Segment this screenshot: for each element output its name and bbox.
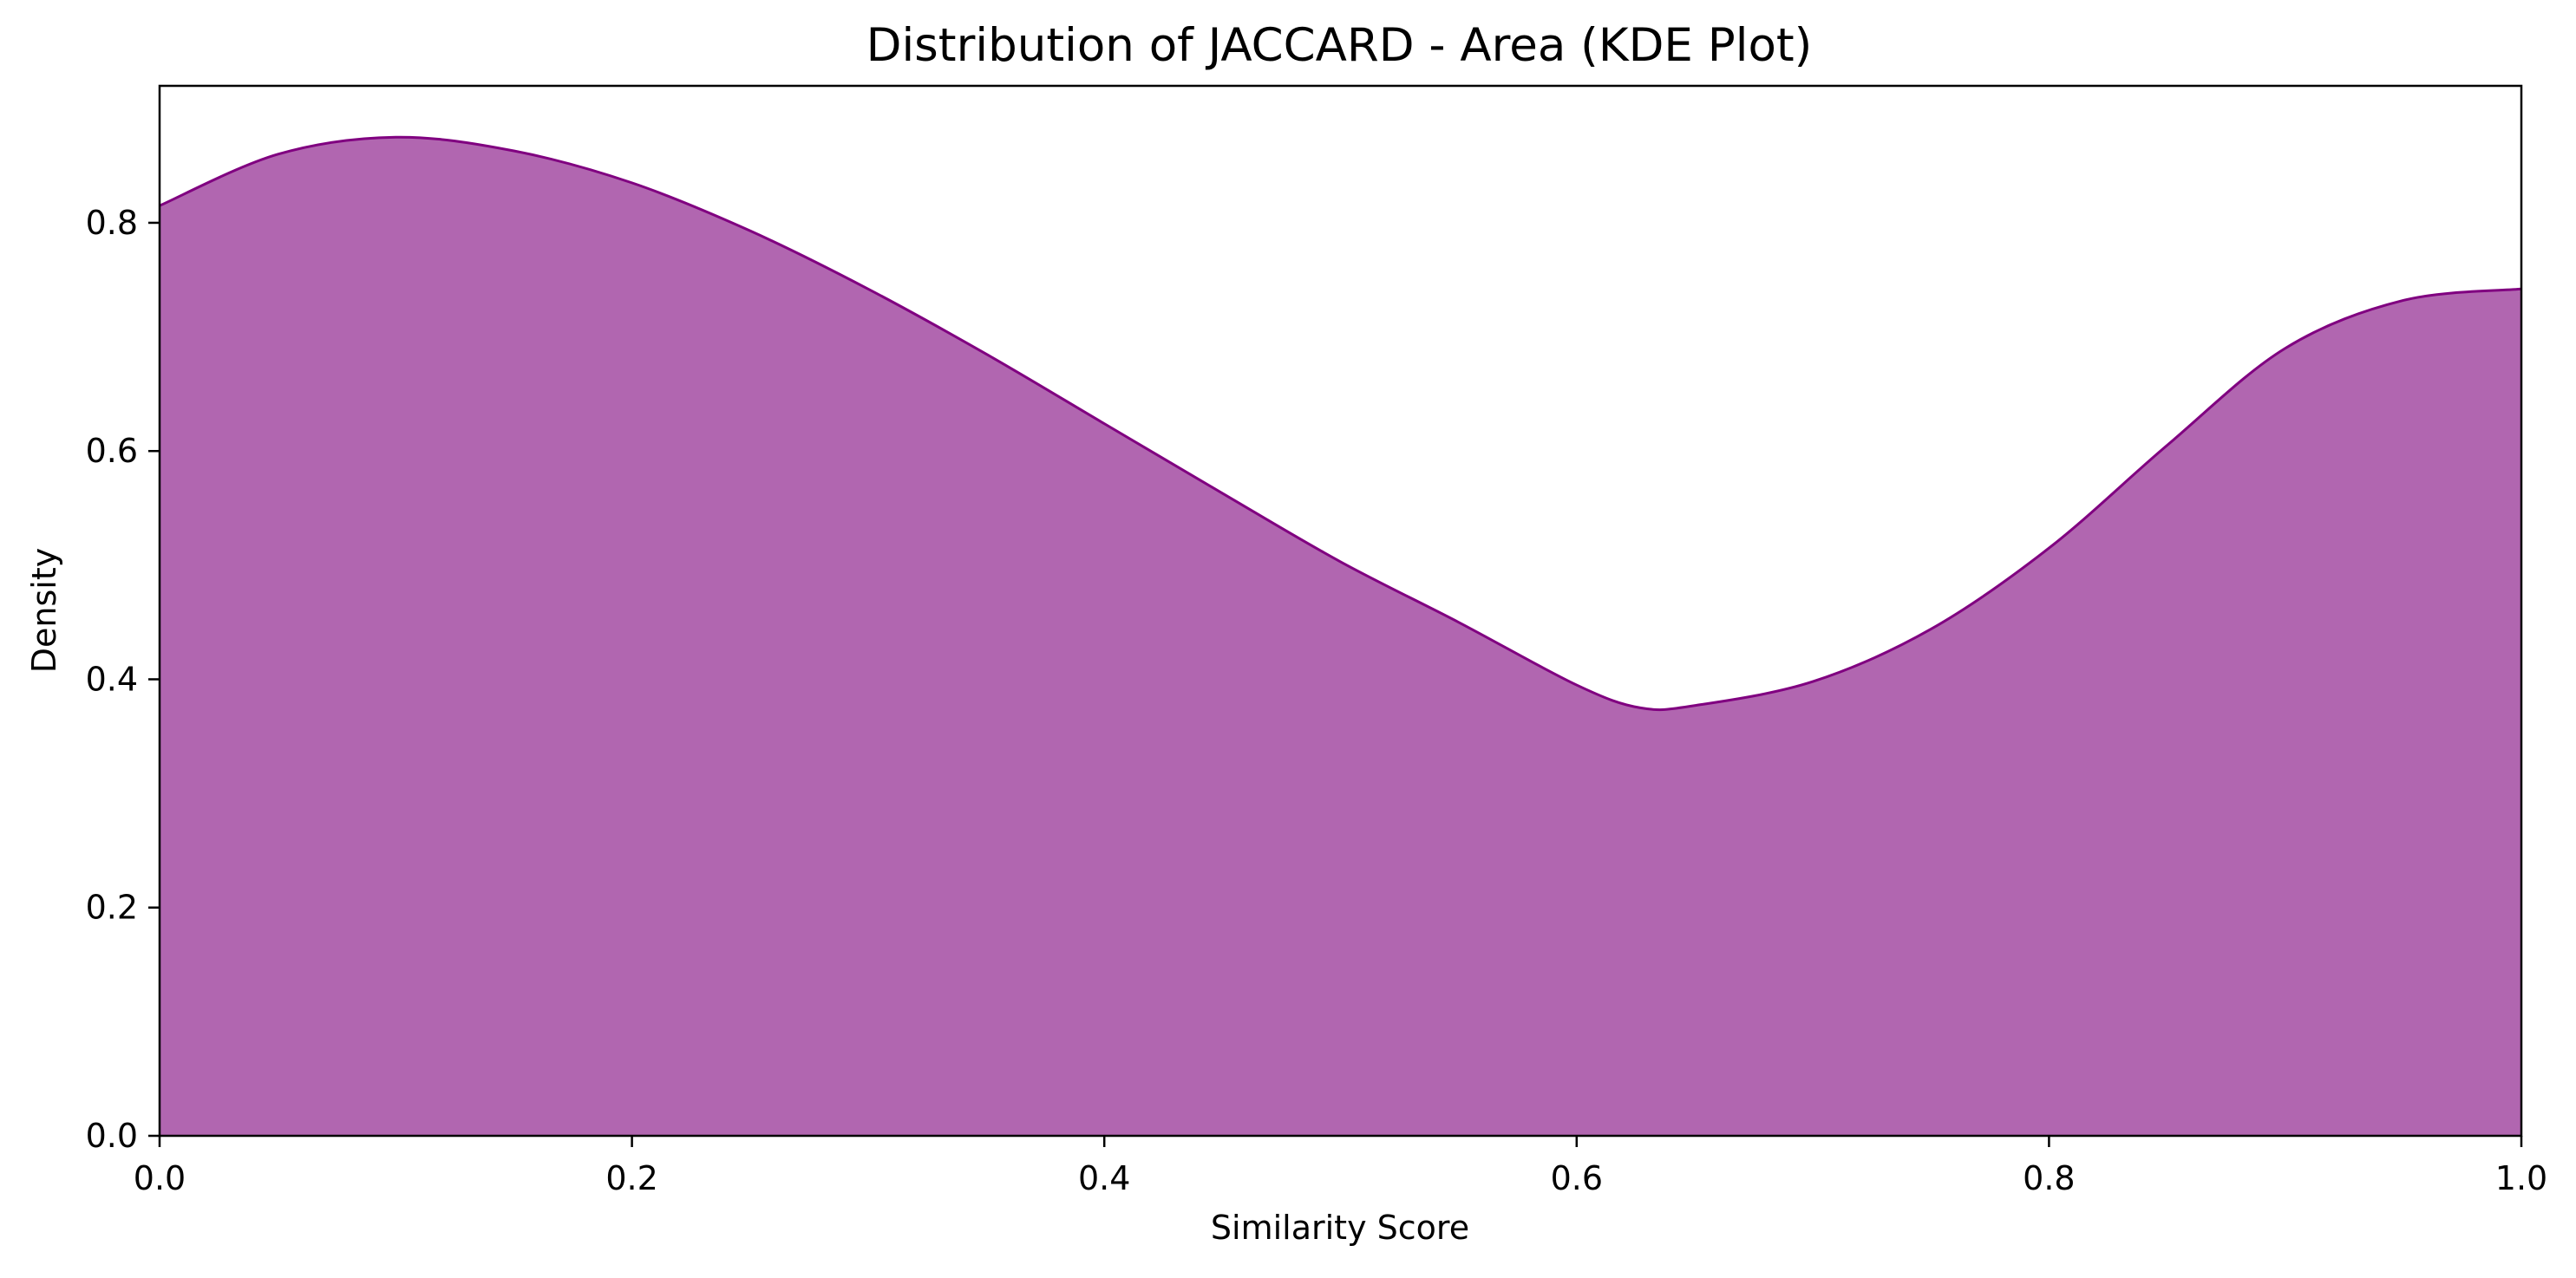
x-tick-label: 1.0 <box>2495 1159 2547 1197</box>
plot-frame <box>158 84 2523 1138</box>
x-axis: 0.0 0.2 0.4 0.6 0.8 1.0 <box>134 1136 2547 1197</box>
x-tick-label: 0.4 <box>1078 1159 1130 1197</box>
y-tick-label: 0.4 <box>86 660 138 698</box>
plot-area <box>159 135 2522 1137</box>
kde-area-fill <box>160 137 2521 1137</box>
kde-curve-line <box>159 135 2522 712</box>
y-axis: 0.0 0.2 0.4 0.6 0.8 <box>86 204 160 1155</box>
y-tick-label: 0.8 <box>86 204 138 242</box>
x-axis-label: Similarity Score <box>1211 1209 1469 1247</box>
chart-title: Distribution of JACCARD - Area (KDE Plot… <box>866 19 1813 72</box>
x-tick-label: 0.8 <box>2023 1159 2075 1197</box>
y-axis-label: Density <box>25 548 63 673</box>
x-tick-label: 0.0 <box>134 1159 186 1197</box>
y-tick-label: 0.0 <box>86 1117 138 1155</box>
x-tick-label: 0.6 <box>1551 1159 1603 1197</box>
y-tick-label: 0.6 <box>86 432 138 470</box>
y-tick-label: 0.2 <box>86 889 138 927</box>
x-tick-label: 0.2 <box>605 1159 657 1197</box>
